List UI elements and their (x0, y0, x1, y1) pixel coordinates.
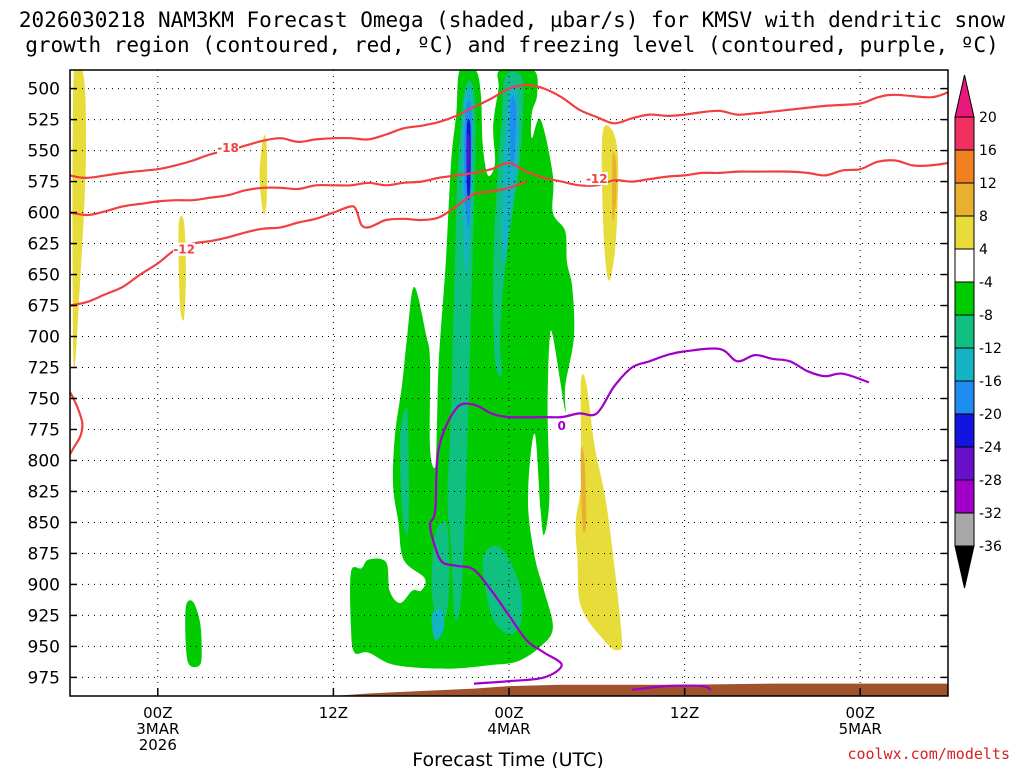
y-tick-label-775: 775 (28, 420, 60, 440)
omega-region-9 (185, 600, 202, 668)
y-tick-label-625: 625 (28, 235, 60, 255)
y-tick-label-925: 925 (28, 606, 60, 626)
colorbar-label-4: 4 (979, 242, 988, 258)
colorbar-label-3: 8 (979, 209, 988, 225)
contour-1 (70, 159, 948, 217)
omega-region-4 (575, 374, 622, 651)
contour-label-bg-0 (217, 141, 240, 155)
contour-label-2: -12 (173, 243, 195, 257)
y-tick-label-900: 900 (28, 575, 60, 595)
omega-region-7 (580, 446, 587, 533)
omega-region-21 (467, 133, 470, 178)
contour-label-1: -12 (586, 172, 608, 186)
contour-label-bg-1 (585, 172, 608, 186)
omega-region-0 (72, 70, 87, 369)
y-tick-label-675: 675 (28, 297, 60, 317)
x-tick-label-0-0: 00Z (143, 704, 172, 722)
y-tick-label-550: 550 (28, 142, 60, 162)
omega-region-1 (178, 215, 186, 321)
colorbar-label-10: -24 (979, 440, 1002, 456)
x-tick-label-30-0: 12Z (670, 704, 699, 722)
colorbar-label-1: 16 (979, 143, 997, 159)
y-tick-label-725: 725 (28, 359, 60, 379)
colorbar-segment-3 (954, 215, 975, 250)
colorbar-label-0: 20 (979, 110, 997, 126)
y-tick-label-525: 525 (28, 111, 60, 131)
colorbar-segment-6 (954, 314, 975, 349)
contour-5 (631, 684, 712, 691)
chart-title-line-2: growth region (contoured, red, ºC) and f… (25, 33, 999, 57)
axes: 500 525 550 575 600 625 650 675 700 725 750 775 800 8… (28, 69, 949, 754)
omega-shading (72, 70, 622, 669)
colorbar-label-7: -12 (979, 341, 1002, 357)
colorbar-segment-11 (954, 479, 975, 514)
colorbar-bottom-arrow (954, 545, 975, 589)
chart-title-line-1: 2026030218 NAM3KM Forecast Omega (shaded… (18, 8, 1006, 32)
x-tick-label-20-1: 4MAR (487, 720, 530, 738)
x-tick-label-0-2: 2026 (139, 736, 177, 754)
y-tick-label-500: 500 (28, 80, 60, 100)
contour-label-0: -18 (217, 141, 239, 155)
colorbar-segment-1 (954, 149, 975, 184)
isotherm-contours: -18 -12 -12 0 (70, 83, 948, 691)
colorbar: 20 16 12 8 4 -4 -8 -12 -16 -20 -24 -28 -32 -36 (954, 74, 1002, 589)
omega-region-2 (259, 135, 268, 214)
x-tick-label-20-0: 00Z (494, 704, 523, 722)
y-tick-label-600: 600 (28, 204, 60, 224)
y-tick-label-850: 850 (28, 513, 60, 533)
x-tick-label-40-0: 00Z (846, 704, 875, 722)
contour-2 (70, 180, 527, 307)
contour-label-bg-4 (550, 418, 573, 432)
omega-region-19 (510, 96, 517, 168)
source-credit: coolwx.com/modelts (847, 745, 1010, 763)
omega-region-6 (612, 152, 617, 221)
y-tick-label-950: 950 (28, 637, 60, 657)
omega-region-12 (399, 407, 409, 536)
colorbar-label-6: -8 (979, 308, 993, 324)
colorbar-segment-12 (954, 512, 975, 547)
colorbar-label-13: -36 (979, 539, 1002, 555)
contour-4 (428, 347, 870, 685)
omega-region-17 (431, 608, 445, 641)
x-axis-label: Forecast Time (UTC) (412, 749, 603, 768)
colorbar-segment-7 (954, 347, 975, 382)
colorbar-label-9: -20 (979, 407, 1002, 423)
y-tick-label-750: 750 (28, 389, 60, 409)
x-tick-label-40-1: 5MAR (839, 720, 882, 738)
colorbar-segment-9 (954, 413, 975, 448)
x-tick-label-0-1: 3MAR (136, 720, 179, 738)
y-tick-label-800: 800 (28, 451, 60, 471)
colorbar-segment-10 (954, 446, 975, 481)
colorbar-label-8: -16 (979, 374, 1002, 390)
colorbar-label-2: 12 (979, 176, 997, 192)
colorbar-segment-5 (954, 281, 975, 316)
y-tick-label-975: 975 (28, 668, 60, 688)
y-tick-label-875: 875 (28, 544, 60, 564)
colorbar-label-12: -32 (979, 506, 1002, 522)
colorbar-segment-0 (954, 116, 975, 151)
colorbar-label-5: -4 (979, 275, 993, 291)
y-tick-label-575: 575 (28, 173, 60, 193)
x-tick-label-10-0: 12Z (319, 704, 348, 722)
contour-label-4: 0 (558, 419, 566, 433)
colorbar-segment-4 (954, 248, 975, 283)
colorbar-segment-8 (954, 380, 975, 415)
colorbar-top-arrow (954, 74, 975, 118)
y-tick-label-700: 700 (28, 328, 60, 348)
contour-label-bg-2 (173, 242, 196, 256)
omega-region-14 (482, 545, 523, 635)
colorbar-label-11: -28 (979, 473, 1002, 489)
y-tick-label-650: 650 (28, 266, 60, 286)
colorbar-segment-2 (954, 182, 975, 217)
y-tick-label-825: 825 (28, 482, 60, 502)
